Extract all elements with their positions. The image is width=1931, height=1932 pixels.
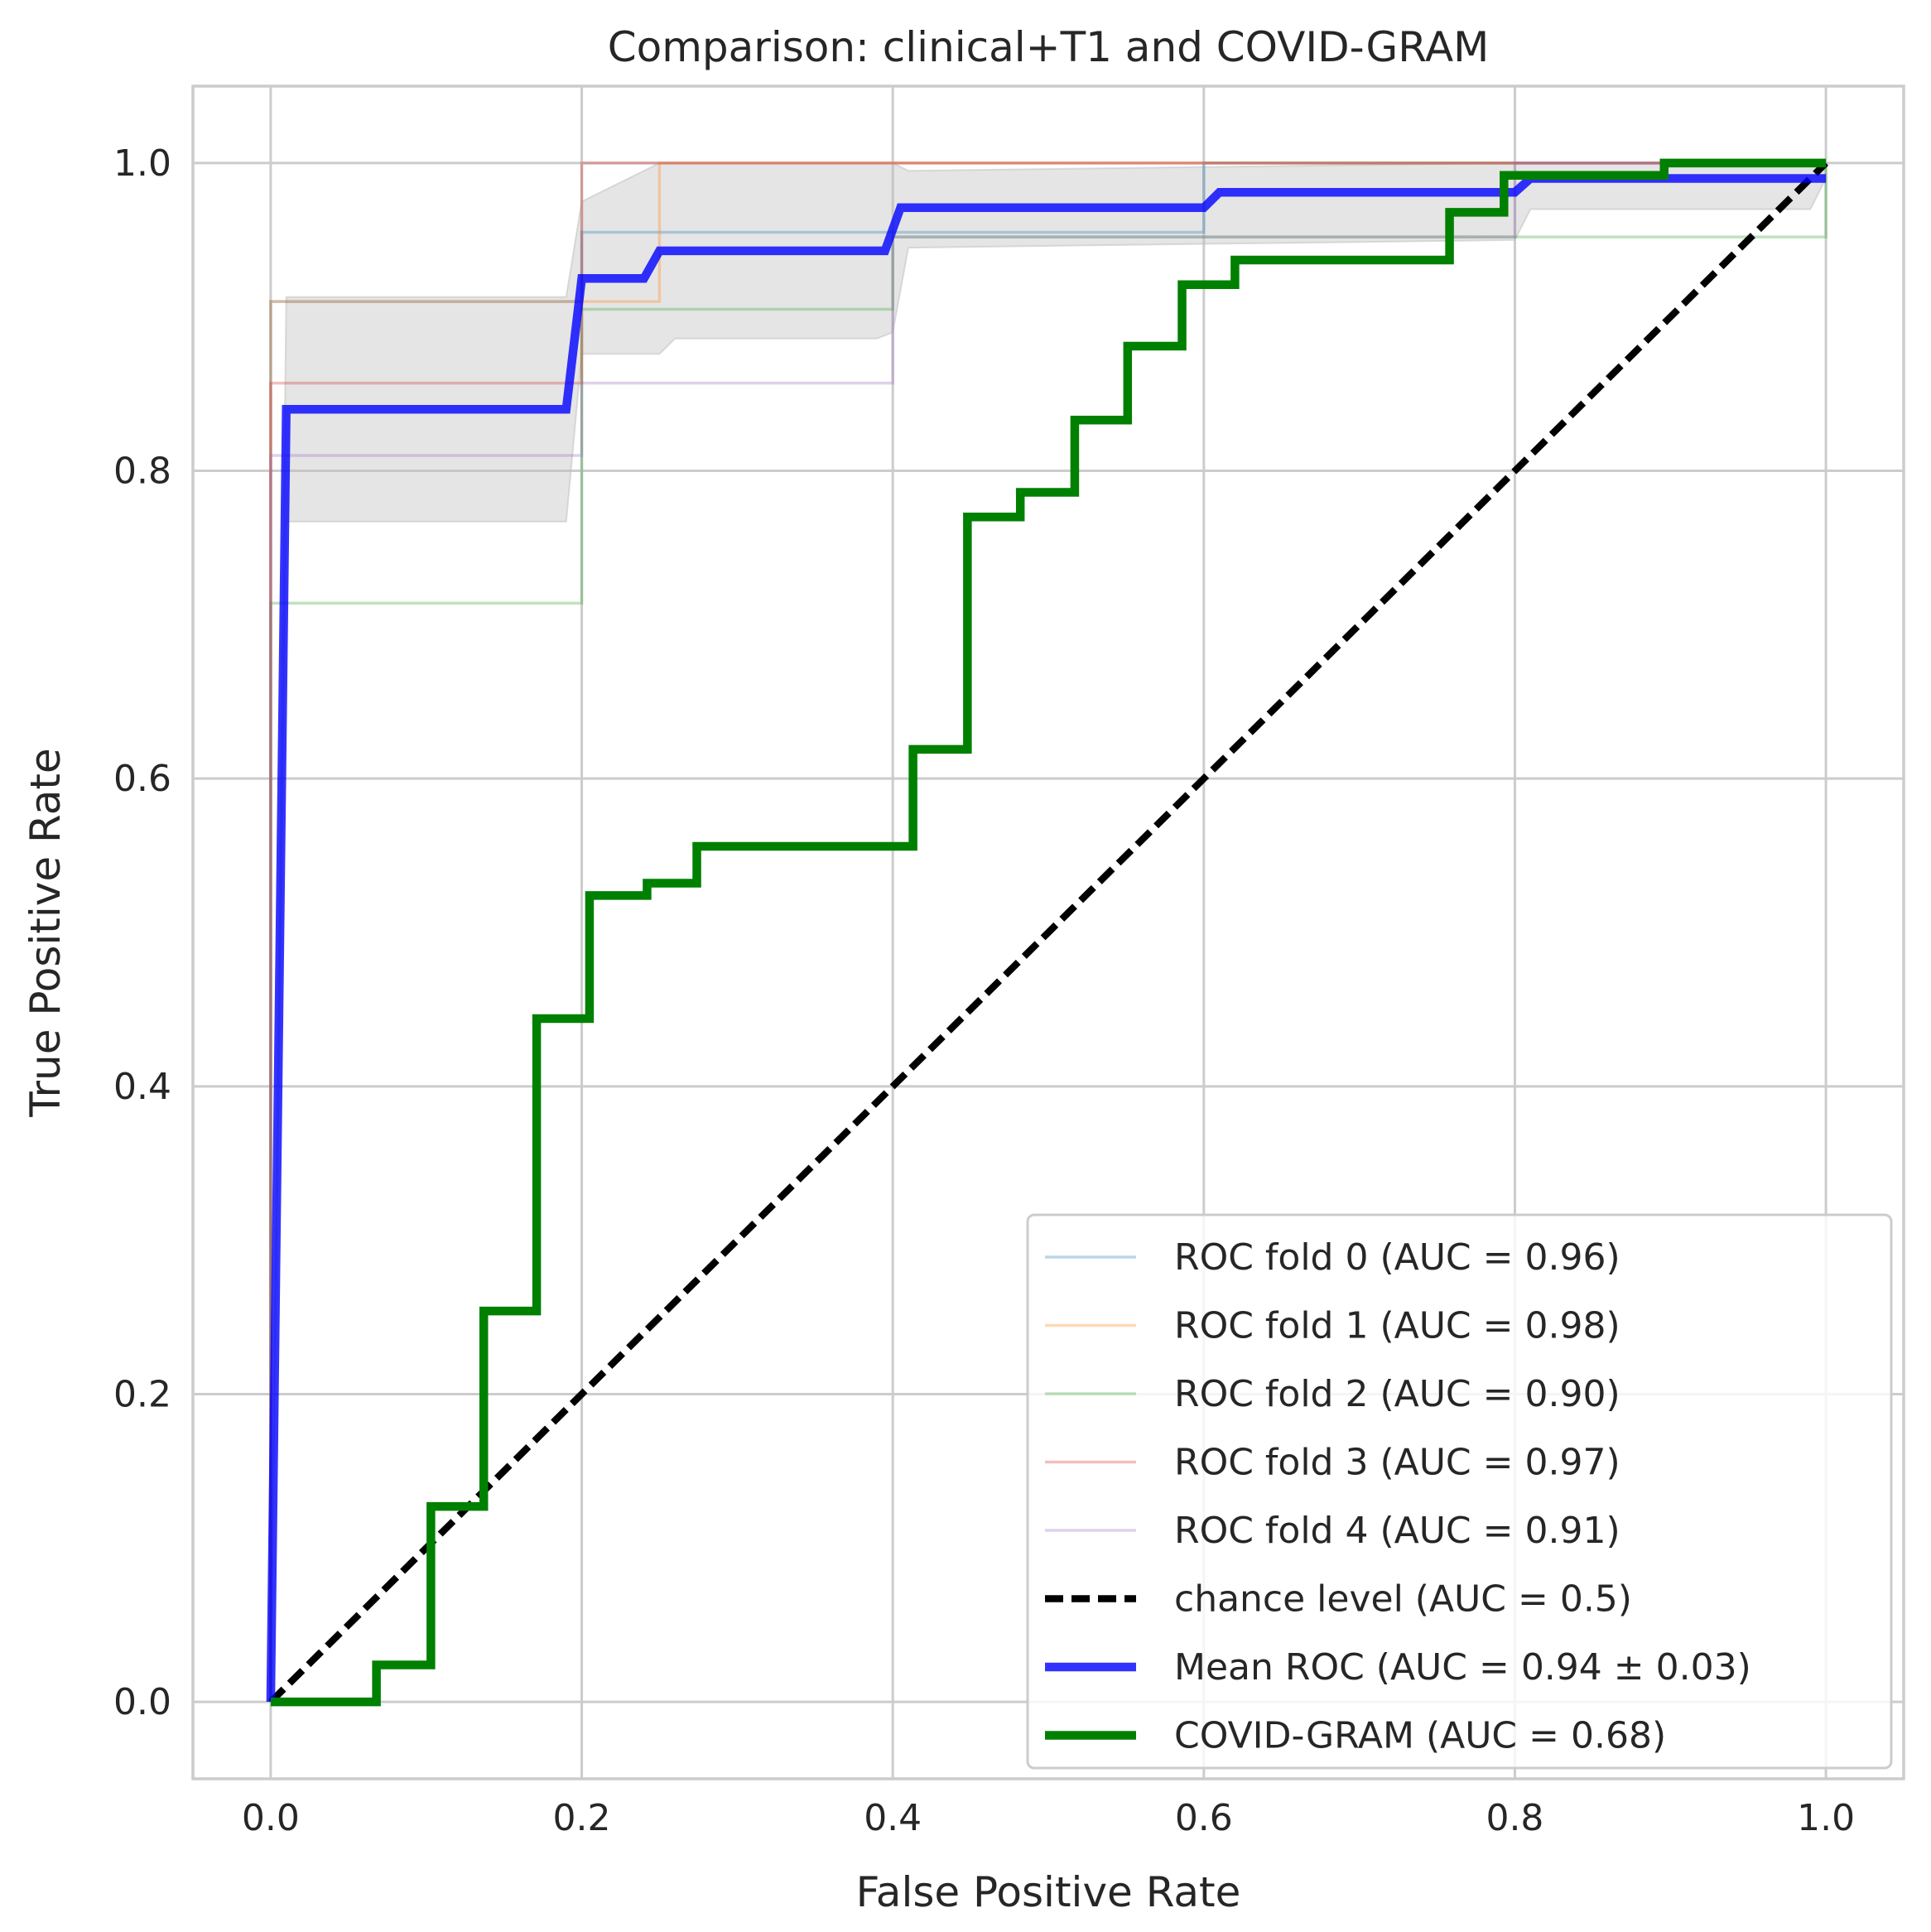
x-tick-label: 0.6	[1175, 1797, 1233, 1839]
std-dev-band	[269, 161, 1827, 1703]
legend-label: ROC fold 0 (AUC = 0.96)	[1174, 1236, 1620, 1279]
grid	[193, 86, 1904, 1779]
x-tick-label: 1.0	[1797, 1797, 1855, 1839]
y-axis-label: True Positive Rate	[22, 748, 70, 1117]
y-tick-label: 0.4	[113, 1066, 171, 1108]
series-line-6	[266, 174, 1827, 1703]
x-tick-label: 0.0	[242, 1797, 300, 1839]
series-line-1	[269, 161, 1827, 1703]
legend-label: ROC fold 3 (AUC = 0.97)	[1174, 1442, 1620, 1484]
plot-area	[266, 158, 1829, 1707]
legend-label: ROC fold 1 (AUC = 0.98)	[1174, 1305, 1620, 1347]
legend-box	[1026, 1213, 1893, 1770]
legend: ROC fold 0 (AUC = 0.96) ROC fold 1 (AUC =…	[1026, 1213, 1893, 1770]
chart-title: Comparison: clinical+T1 and COVID-GRAM	[608, 23, 1490, 71]
x-tick-label: 0.8	[1486, 1797, 1543, 1839]
series-line-2	[269, 162, 1827, 1703]
x-tick-label: 0.4	[864, 1797, 922, 1839]
legend-label: COVID-GRAM (AUC = 0.68)	[1174, 1715, 1666, 1757]
series-line-3	[269, 161, 1827, 1703]
x-axis-label: False Positive Rate	[856, 1868, 1241, 1916]
x-tick-label: 0.2	[553, 1797, 611, 1839]
legend-label: ROC fold 2 (AUC = 0.90)	[1174, 1373, 1620, 1415]
series-line-5	[267, 160, 1829, 1705]
series-line-4	[269, 161, 1827, 1703]
y-tick-label: 0.0	[113, 1681, 171, 1723]
y-tick-label: 0.8	[113, 450, 171, 493]
y-tick-label: 0.2	[113, 1373, 171, 1415]
plot-frame	[191, 84, 1905, 1780]
y-tick-label: 1.0	[113, 142, 171, 185]
axis-ticks: 0.0 0.2 0.4 0.6 0.8 1.0 0.0 0.2 0.4 0.6 0.8 1.0	[113, 142, 1855, 1839]
legend-label: chance level (AUC = 0.5)	[1174, 1578, 1632, 1621]
y-tick-label: 0.6	[113, 758, 171, 800]
legend-label: ROC fold 4 (AUC = 0.91)	[1174, 1510, 1620, 1552]
series-line-0	[269, 161, 1827, 1703]
legend-label: Mean ROC (AUC = 0.94 ± 0.03)	[1174, 1646, 1751, 1689]
series-line-7	[270, 158, 1827, 1707]
